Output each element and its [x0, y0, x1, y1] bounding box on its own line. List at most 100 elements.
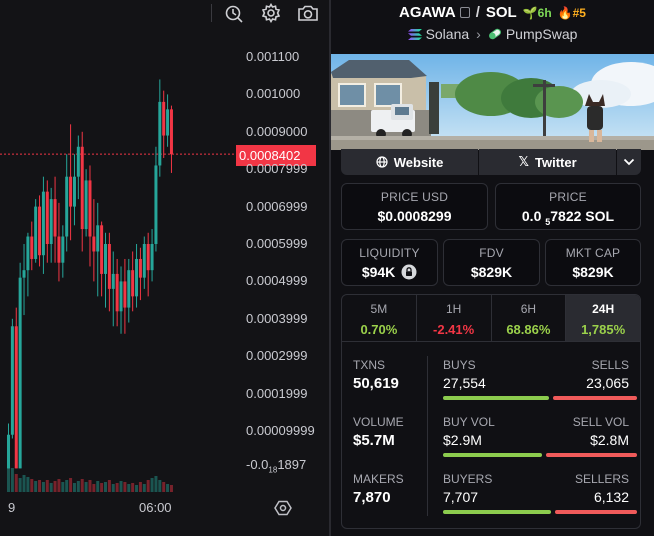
volume-bar [131, 483, 135, 492]
price-sol-label: PRICE [549, 190, 587, 204]
price-tick: 0.0003999 [246, 310, 308, 326]
volume-bar [14, 474, 18, 492]
volume-bar [72, 483, 76, 492]
price-chart-pane[interactable]: -0.0181897 0.0008402 9 06:00 0.001100 0.0… [0, 0, 329, 536]
volume-bar [26, 477, 30, 492]
candle-body [34, 206, 38, 259]
volume-bar [127, 484, 131, 492]
volume-bar [22, 475, 26, 492]
volume-bar [100, 483, 104, 492]
candle-body [166, 109, 170, 136]
candle-body [26, 236, 30, 271]
gear-icon[interactable] [260, 2, 282, 24]
price-tick: 0.0009000 [246, 123, 308, 139]
buys-ratio-bar [443, 396, 549, 400]
quote-token-symbol: SOL [485, 4, 517, 21]
price-tick: 0.0002999 [246, 348, 308, 364]
buyers-label: BUYERS [443, 472, 493, 486]
candle-body [146, 244, 150, 271]
pane-divider[interactable] [329, 0, 331, 536]
candle-body [10, 326, 14, 435]
txns-label: TXNS [353, 358, 386, 372]
candle-body [135, 258, 139, 297]
candle-body [57, 236, 61, 263]
price-sol-box: PRICE 0.0 57822 SOL [495, 183, 641, 230]
settings-hex-icon[interactable] [274, 499, 292, 517]
volume-bar [76, 481, 80, 492]
pair-header: AGAWA / SOL 🌱6h 🔥#5 Solana › PumpSwap [331, 0, 654, 52]
indicators-icon[interactable] [223, 2, 245, 24]
volume-bar [41, 482, 45, 492]
candle-body [123, 281, 127, 308]
volume-bar [57, 479, 61, 492]
chart-toolbar [0, 0, 329, 26]
buyers-ratio-bar [443, 510, 551, 514]
chain-dex-breadcrumb: Solana › PumpSwap [331, 26, 654, 42]
volume-bar [34, 481, 38, 492]
price-tick: 0.001100 [246, 49, 300, 64]
candlestick-chart[interactable] [0, 0, 329, 536]
volume-bar [96, 481, 100, 492]
candle-body [100, 225, 104, 274]
makers-value: 7,870 [353, 489, 391, 506]
price-usd-box: PRICE USD $0.0008299 [341, 183, 488, 230]
volume-bar [7, 462, 10, 492]
volume-bar [135, 485, 139, 492]
volume-bar [138, 482, 142, 492]
token-banner-image [331, 54, 654, 150]
buy-volume-ratio-bar [443, 453, 542, 457]
dex-name[interactable]: PumpSwap [505, 26, 578, 42]
candle-body [131, 270, 135, 297]
chevron-right-icon: › [476, 26, 481, 42]
twitter-label: Twitter [535, 154, 577, 170]
candle-body [38, 206, 42, 256]
tab-6h[interactable]: 6H 68.86% [492, 295, 567, 341]
tab-1h[interactable]: 1H -2.41% [417, 295, 492, 341]
txns-value: 50,619 [353, 375, 399, 392]
candle-body [41, 191, 45, 256]
candle-body [18, 277, 22, 469]
chain-name[interactable]: Solana [425, 26, 470, 42]
chevron-down-icon [623, 158, 635, 166]
buyers-value: 7,707 [443, 489, 479, 505]
volume-bar [104, 482, 107, 492]
candle-body [92, 236, 96, 252]
copy-icon[interactable] [459, 7, 470, 18]
sells-label: SELLS [591, 358, 629, 372]
volume-bar [166, 484, 170, 492]
volume-bar [84, 482, 88, 492]
candle-body [169, 109, 173, 155]
volume-bar [154, 476, 158, 492]
twitter-button[interactable]: 𝕏 Twitter [479, 149, 617, 175]
solana-icon [407, 29, 422, 40]
volume-bar [150, 478, 154, 492]
sell-volume-label: SELL VOL [572, 415, 629, 429]
price-usd-value: $0.0008299 [377, 208, 452, 224]
sells-ratio-bar [553, 396, 637, 400]
candle-body [104, 244, 107, 274]
buys-value: 27,554 [443, 375, 486, 391]
tab-24h[interactable]: 24H 1,785% [566, 295, 640, 341]
candle-body [96, 225, 100, 252]
buys-label: BUYS [443, 358, 476, 372]
candle-body [45, 191, 49, 244]
sellers-value: 6,132 [593, 489, 629, 505]
volume-bar [10, 468, 14, 492]
camera-icon[interactable] [297, 2, 319, 24]
market-cap-box: MKT CAP $829K [545, 239, 641, 286]
price-change: 68.86% [506, 322, 551, 337]
makers-label: MAKERS [353, 472, 404, 486]
globe-icon [376, 156, 388, 168]
volume-bar [119, 481, 123, 492]
tab-5m[interactable]: 5M 0.70% [342, 295, 417, 341]
pair-age: 🌱6h [522, 6, 552, 20]
liquidity-label: LIQUIDITY [359, 246, 420, 260]
trending-rank[interactable]: 🔥#5 [557, 6, 586, 20]
price-tick: 0.0005999 [246, 236, 308, 251]
more-links-button[interactable] [617, 149, 641, 175]
x-logo-icon: 𝕏 [518, 154, 530, 169]
candle-body [69, 176, 73, 207]
lock-icon[interactable] [401, 264, 417, 280]
volume-bar [61, 482, 65, 492]
website-button[interactable]: Website [341, 149, 479, 175]
